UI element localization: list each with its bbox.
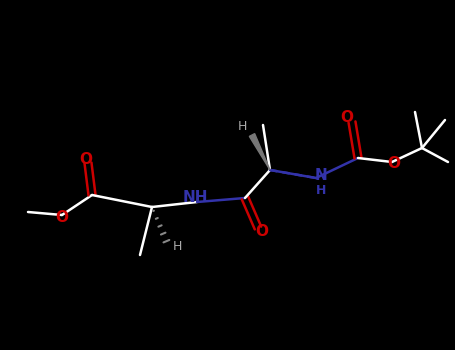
Text: O: O	[340, 111, 354, 126]
Text: N: N	[314, 168, 328, 182]
Text: O: O	[56, 210, 69, 224]
Text: H: H	[238, 120, 247, 133]
Text: H: H	[173, 240, 182, 253]
Text: NH: NH	[182, 189, 208, 204]
Text: O: O	[256, 224, 268, 239]
Text: O: O	[80, 152, 92, 167]
Polygon shape	[249, 134, 270, 170]
Text: O: O	[388, 156, 400, 172]
Text: H: H	[316, 183, 326, 196]
